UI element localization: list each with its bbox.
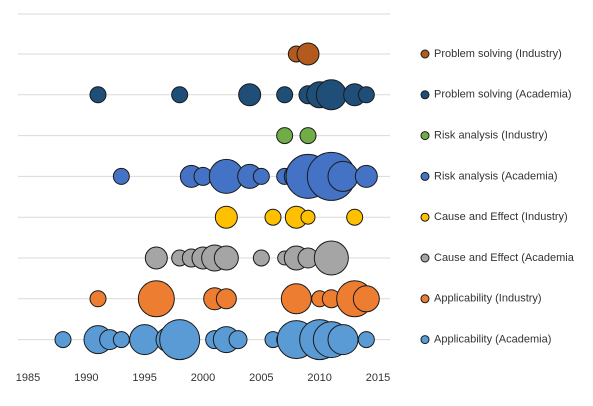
legend-label: Applicability (Industry): [434, 293, 542, 305]
x-tick-label: 2005: [249, 372, 273, 384]
bubble: [354, 164, 378, 188]
bubble: [327, 160, 359, 192]
bubble: [215, 288, 237, 310]
bubble: [264, 208, 282, 226]
legend-marker: [420, 49, 430, 59]
bubble: [228, 330, 248, 350]
bubble: [137, 280, 175, 318]
bubble: [214, 205, 238, 229]
x-tick-label: 2010: [307, 372, 331, 384]
x-tick-label: 1995: [132, 372, 156, 384]
legend-label: Applicability (Academia): [434, 334, 551, 346]
bubble: [346, 208, 364, 226]
bubble: [280, 283, 312, 315]
bubble: [252, 167, 270, 185]
bubble: [276, 127, 294, 145]
legend-marker: [420, 335, 430, 345]
bubble: [299, 127, 317, 145]
legend-label: Cause and Effect (Academia: [434, 252, 575, 264]
bubble: [352, 285, 380, 313]
bubble: [357, 86, 375, 104]
bubble: [327, 324, 359, 356]
x-tick-label: 2000: [191, 372, 215, 384]
bubble: [89, 86, 107, 104]
x-tick-label: 2015: [366, 372, 390, 384]
legend-marker: [420, 131, 430, 141]
bubble: [276, 86, 294, 104]
x-tick-label: 1990: [74, 372, 98, 384]
legend-label: Problem solving (Academia): [434, 89, 572, 101]
bubble: [296, 42, 320, 66]
bubble: [112, 331, 130, 349]
x-tick-label: 1985: [16, 372, 40, 384]
legend-label: Cause and Effect (Industry): [434, 211, 568, 223]
legend-marker: [420, 90, 430, 100]
bubble: [171, 86, 189, 104]
legend-marker: [420, 253, 430, 263]
bubble: [213, 245, 239, 271]
legend-marker: [420, 294, 430, 304]
legend-marker: [420, 171, 430, 181]
bubble: [129, 324, 161, 356]
bubble: [315, 79, 347, 111]
bubble: [300, 209, 316, 225]
legend-label: Risk analysis (Academia): [434, 170, 557, 182]
bubble: [357, 331, 375, 349]
bubble: [89, 290, 107, 308]
bubble: [238, 83, 262, 107]
bubble: [159, 319, 201, 361]
legend-marker: [420, 212, 430, 222]
bubble: [252, 249, 270, 267]
legend-label: Risk analysis (Industry): [434, 130, 548, 142]
bubble: [313, 240, 349, 276]
bubble: [54, 331, 72, 349]
legend-label: Problem solving (Industry): [434, 48, 562, 60]
bubble: [112, 167, 130, 185]
bubble: [144, 246, 168, 270]
